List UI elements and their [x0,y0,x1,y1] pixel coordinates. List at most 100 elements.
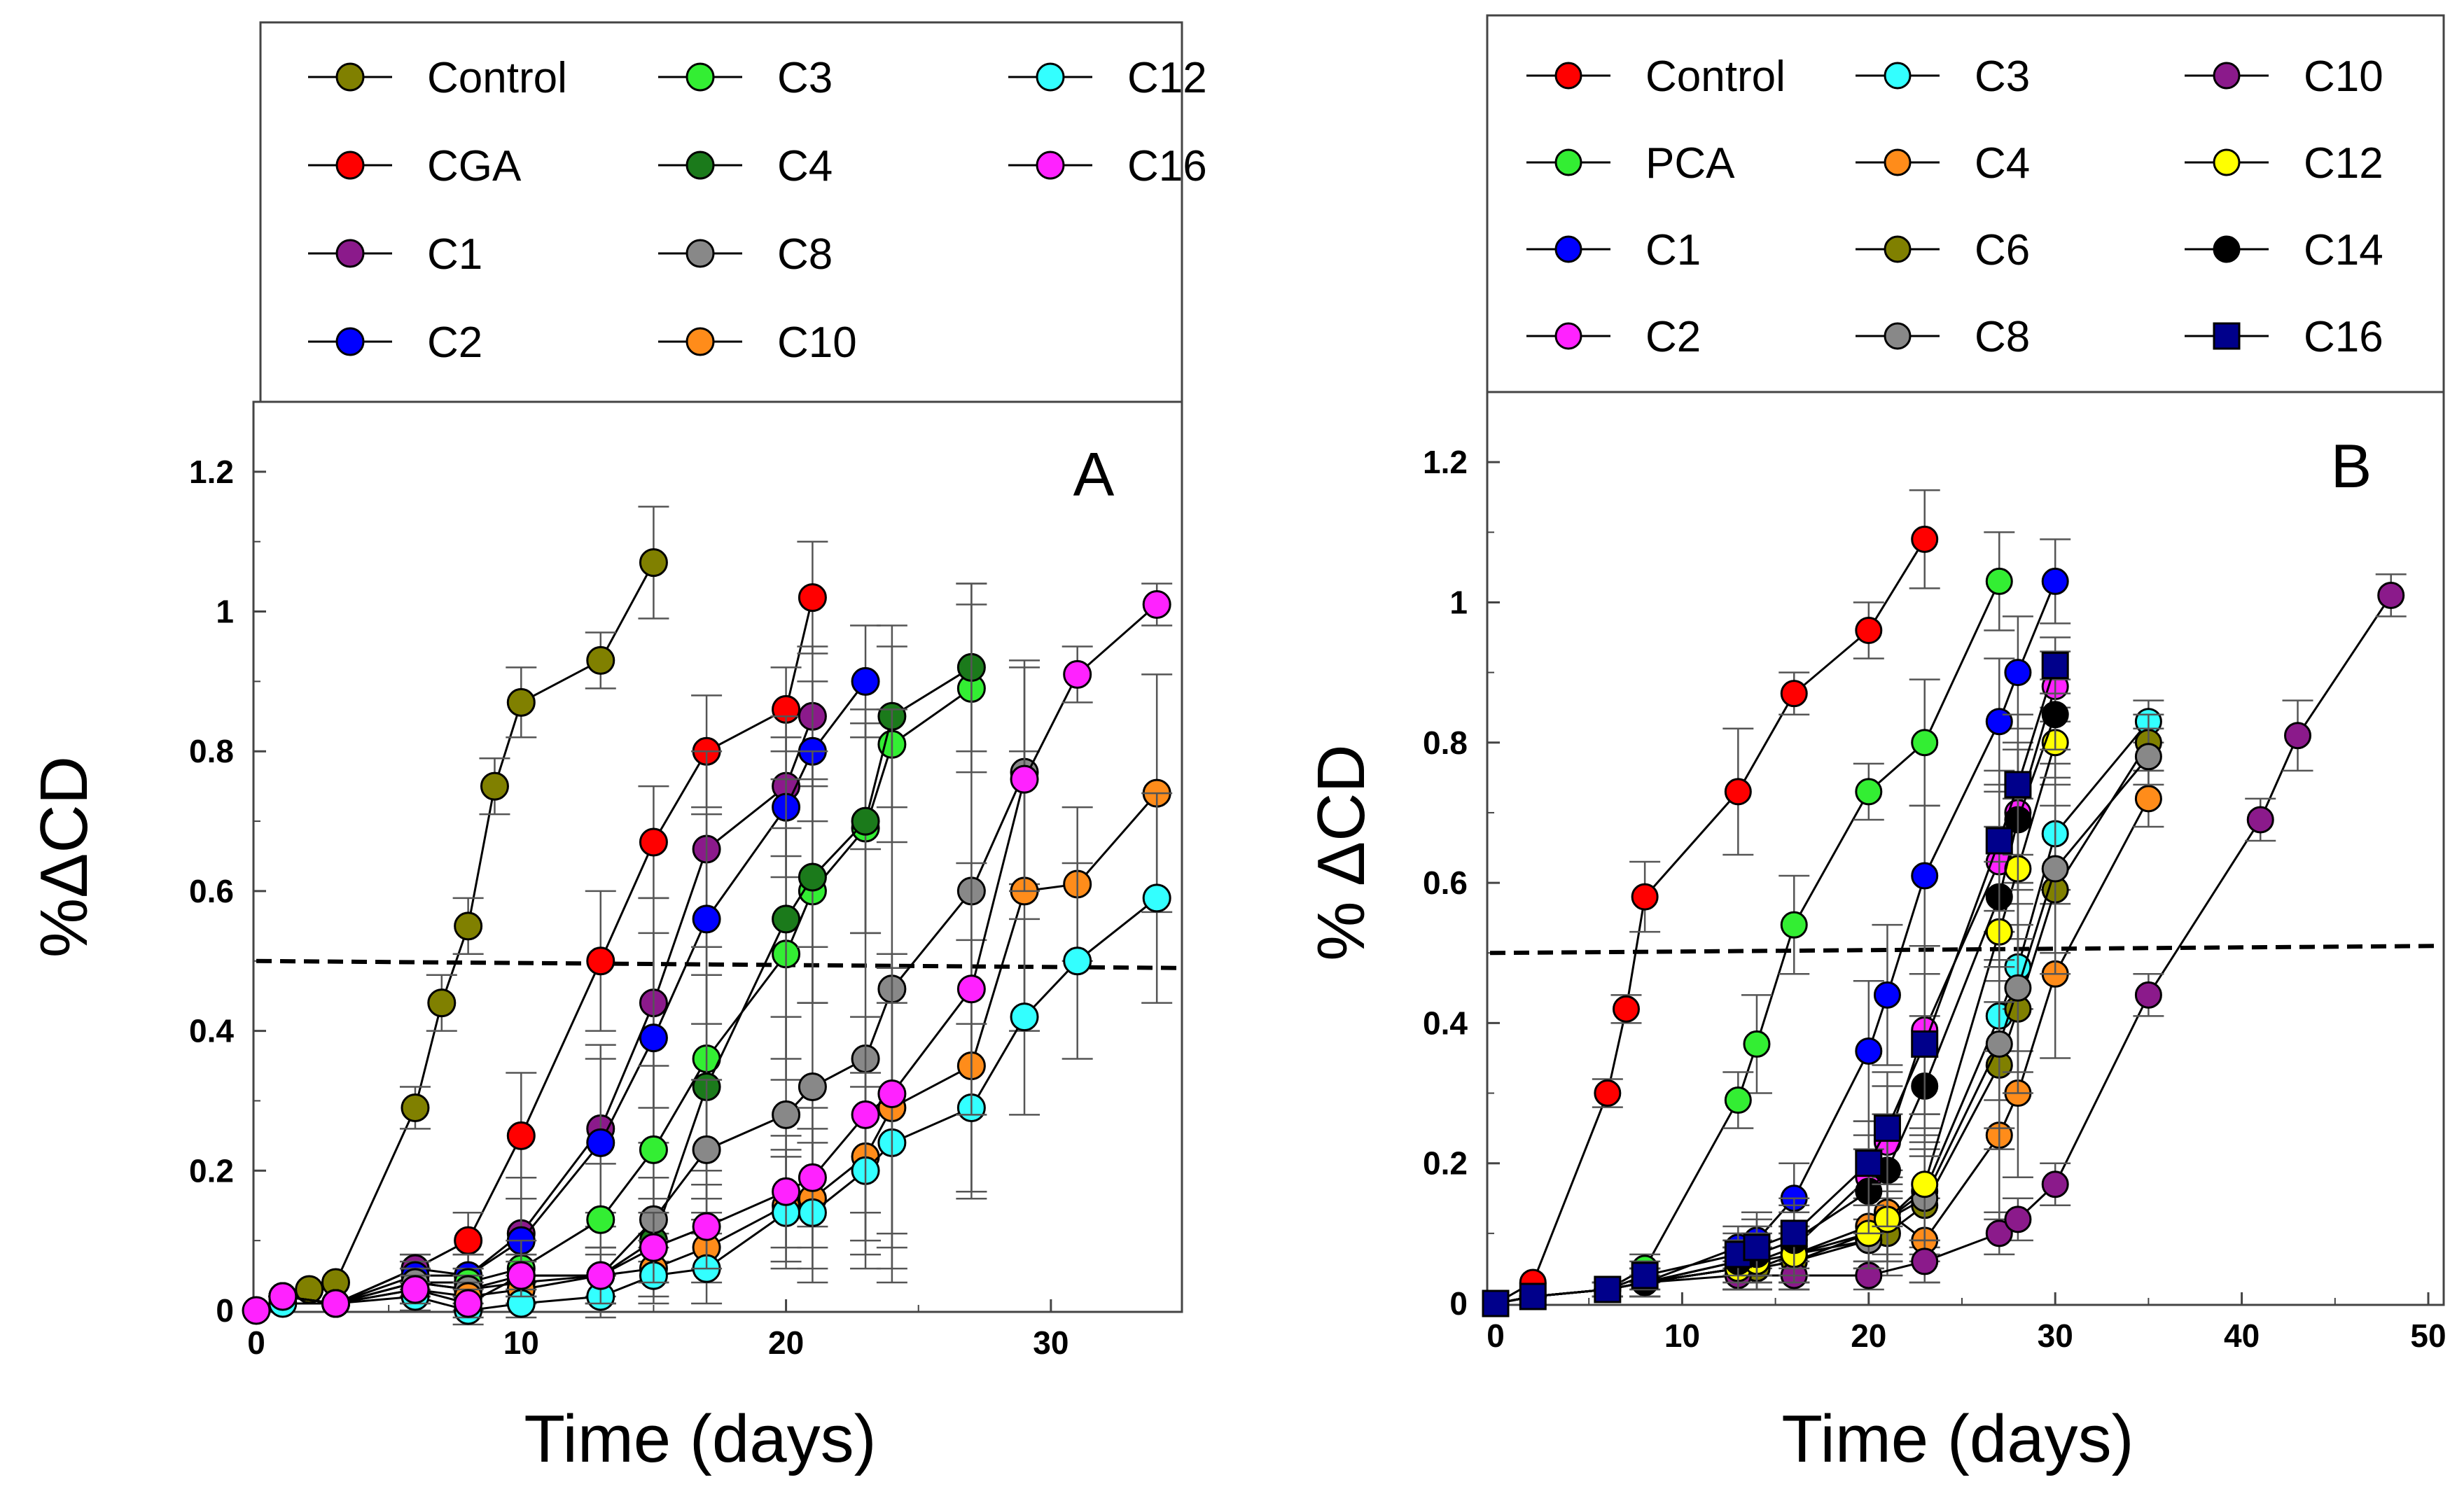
legend-label: C2 [427,319,482,367]
legend-marker [1554,62,1582,90]
legend-item-pca: PCA [1526,139,1735,188]
legend-marker [1554,235,1582,263]
x-tick-label: 10 [1664,1317,1700,1354]
legend-marker [1884,322,1912,350]
data-point [1855,1037,1883,1065]
data-point [851,1100,880,1129]
legend-marker [1884,148,1912,176]
data-point [1911,862,1939,890]
legend-marker [1036,151,1065,180]
legend-item-control: Control [308,54,567,102]
series-line [282,897,1158,1312]
legend-marker [335,327,365,356]
legend-item-c16: C16 [1008,142,1207,190]
legend-label: C12 [2304,139,2383,188]
data-point [1482,1289,1510,1317]
data-point [2284,722,2312,750]
panel-a: Control CGA C1 C2 C3 C4 C8 C10 C12 C16 0 10 20 30 0 0.… [27,21,1207,1476]
data-point [268,1282,298,1311]
data-point [639,1135,668,1164]
panel-a-y-axis-title: %ΔCD [27,756,102,958]
data-point [1873,1114,1901,1142]
data-point [1985,567,2013,595]
legend-item-c12: C12 [2185,139,2383,188]
legend-label: Control [427,54,567,102]
data-point [506,1261,536,1290]
data-point [2041,652,2069,680]
y-tick-label: 0.4 [1423,1005,1468,1041]
data-point [1911,1247,1939,1275]
legend-label: C16 [2304,313,2383,361]
data-point [2004,974,2032,1002]
legend-marker [685,327,715,356]
data-point [2041,855,2069,883]
legend-marker [1884,62,1912,90]
data-point [1063,946,1092,976]
y-tick-label: 0 [1449,1285,1468,1322]
legend-marker [685,62,715,92]
y-tick-label: 1 [216,594,234,630]
data-point [1594,1275,1622,1303]
legend-item-c3: C3 [1856,53,2030,101]
legend-label: C3 [777,54,833,102]
legend-label: C8 [777,230,833,279]
data-point [1780,680,1808,708]
data-point [956,974,986,1004]
data-point [692,1135,721,1164]
data-point [506,1121,536,1150]
legend-item-c1: C1 [1526,226,1701,274]
data-point [639,1023,668,1053]
legend-label: C10 [2304,53,2383,101]
data-point [1743,1233,1771,1261]
data-point [2377,581,2405,609]
legend-item-c4: C4 [658,142,833,190]
data-point [2041,1170,2069,1198]
legend-marker [1554,148,1582,176]
data-point [401,1093,430,1122]
data-point [692,1212,721,1241]
y-tick-label: 0.2 [189,1152,234,1189]
legend-marker [2213,62,2241,90]
legend-item-c3: C3 [658,54,833,102]
legend-label: CGA [427,142,522,190]
data-point [1142,883,1171,913]
data-point [1010,764,1039,794]
legend-item-c14: C14 [2185,226,2383,274]
data-point [639,1233,668,1262]
data-point [2041,567,2069,595]
panel-b-label: B [2331,431,2372,501]
legend-item-c12: C12 [1008,54,1207,102]
data-point [1780,1219,1808,1247]
data-point [2004,771,2032,799]
series-control [295,505,669,1304]
panel-b-series [1482,489,2407,1317]
data-point [1724,778,1752,806]
data-point [639,827,668,857]
panel-b-plot-frame [1486,391,2445,1306]
legend-label: PCA [1645,139,1735,188]
data-point [1010,1002,1039,1032]
data-point [586,645,615,675]
data-point [639,548,668,578]
panel-b-legend-box [1486,14,2445,393]
panel-a-threshold [256,958,1180,970]
panel-a-x-axis-title: Time (days) [524,1401,876,1476]
data-point [454,1226,483,1255]
data-point [1724,1086,1752,1114]
data-point [798,1163,827,1192]
legend-marker [2213,148,2241,176]
data-point [506,687,536,717]
legend-marker [685,151,715,180]
threshold-line [1489,944,2442,956]
series-c16 [242,582,1173,1325]
legend-marker [1884,235,1912,263]
data-point [1519,1282,1547,1310]
data-point [586,1128,615,1157]
legend-item-c10: C10 [2185,53,2383,101]
data-point [772,1100,801,1129]
legend-label: C10 [777,319,857,367]
data-point [798,1072,827,1101]
legend-item-c8: C8 [658,230,833,279]
